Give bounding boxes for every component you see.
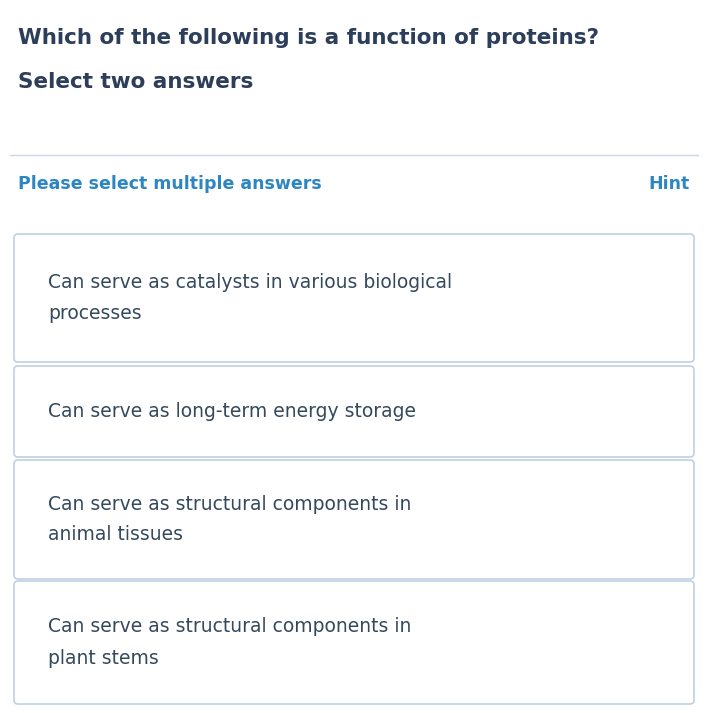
Text: Which of the following is a function of proteins?: Which of the following is a function of … — [18, 28, 599, 48]
Text: Can serve as structural components in
animal tissues: Can serve as structural components in an… — [48, 495, 411, 545]
FancyBboxPatch shape — [14, 366, 694, 457]
Text: Can serve as long-term energy storage: Can serve as long-term energy storage — [48, 402, 416, 421]
FancyBboxPatch shape — [14, 460, 694, 579]
FancyBboxPatch shape — [14, 581, 694, 704]
Text: Can serve as structural components in
plant stems: Can serve as structural components in pl… — [48, 617, 411, 667]
Text: Hint: Hint — [649, 175, 690, 193]
FancyBboxPatch shape — [14, 234, 694, 362]
Text: Please select multiple answers: Please select multiple answers — [18, 175, 321, 193]
Text: Can serve as catalysts in various biological
processes: Can serve as catalysts in various biolog… — [48, 273, 452, 323]
Text: Select two answers: Select two answers — [18, 72, 253, 92]
